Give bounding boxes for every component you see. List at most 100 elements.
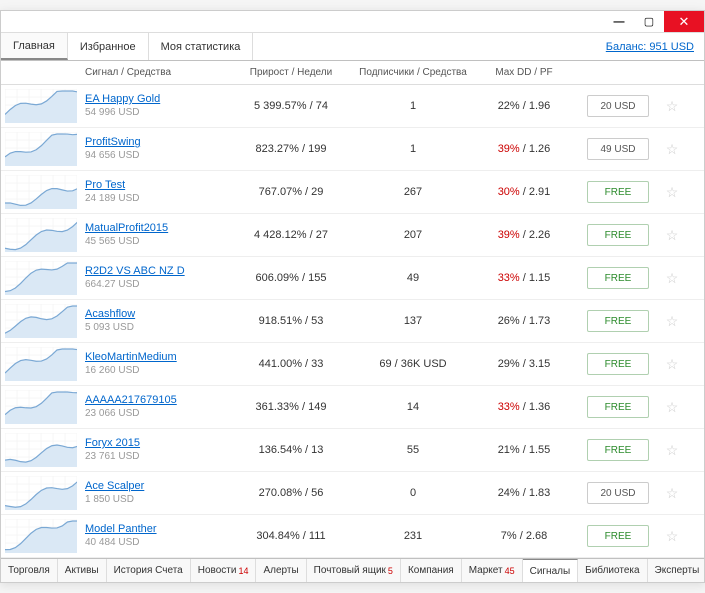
bottom-tab-0[interactable]: Торговля [1,559,58,582]
signal-link[interactable]: Pro Test [85,179,225,192]
top-tabs: ГлавнаяИзбранноеМоя статистика [1,33,253,60]
price-button[interactable]: FREE [587,181,649,203]
table-row: ProfitSwing94 656 USD823.27% / 199139% /… [1,128,704,171]
price-button[interactable]: FREE [587,396,649,418]
price-button[interactable]: FREE [587,353,649,375]
minimize-button[interactable]: — [604,11,634,32]
favorite-star-icon[interactable]: ☆ [657,356,687,373]
signal-cell: Pro Test24 189 USD [81,179,225,205]
sparkline-chart[interactable] [1,87,81,125]
signal-link[interactable]: AAAAA217679105 [85,394,225,407]
top-bar: ГлавнаяИзбранноеМоя статистика Баланс: 9… [1,33,704,61]
price-button[interactable]: FREE [587,310,649,332]
signal-link[interactable]: Foryx 2015 [85,437,225,450]
sparkline-chart[interactable] [1,517,81,555]
signal-link[interactable]: MatualProfit2015 [85,222,225,235]
top-tab-0[interactable]: Главная [1,33,68,60]
price-cell: FREE [579,353,657,375]
favorite-star-icon[interactable]: ☆ [657,184,687,201]
subscribers-value: 231 [357,530,469,542]
table-row: MatualProfit201545 565 USD4 428.12% / 27… [1,214,704,257]
signal-link[interactable]: ProfitSwing [85,136,225,149]
table-row: Ace Scalper1 850 USD270.08% / 56024% / 1… [1,472,704,515]
table-header: Сигнал / Средства Прирост / Недели Подпи… [1,61,704,85]
subscribers-value: 267 [357,186,469,198]
header-growth[interactable]: Прирост / Недели [225,67,357,78]
signal-link[interactable]: Ace Scalper [85,480,225,493]
bottom-tab-8[interactable]: Сигналы [523,559,579,582]
growth-value: 823.27% / 199 [225,143,357,155]
bottom-tab-4[interactable]: Алерты [256,559,306,582]
price-button[interactable]: 20 USD [587,482,649,504]
sparkline-chart[interactable] [1,302,81,340]
app-window: — ▢ ✕ ГлавнаяИзбранноеМоя статистика Бал… [0,10,705,583]
signal-cell: KleoMartinMedium16 260 USD [81,351,225,377]
price-button[interactable]: 49 USD [587,138,649,160]
growth-value: 5 399.57% / 74 [225,100,357,112]
table-row: Model Panther40 484 USD304.84% / 1112317… [1,515,704,558]
growth-value: 441.00% / 33 [225,358,357,370]
maxdd-value: 33% / 1.36 [469,401,579,413]
bottom-tab-5[interactable]: Почтовый ящик5 [307,559,401,582]
favorite-star-icon[interactable]: ☆ [657,227,687,244]
signal-link[interactable]: KleoMartinMedium [85,351,225,364]
header-signal[interactable]: Сигнал / Средства [81,67,225,78]
favorite-star-icon[interactable]: ☆ [657,141,687,158]
price-button[interactable]: FREE [587,267,649,289]
subscribers-value: 49 [357,272,469,284]
signal-funds: 24 189 USD [85,193,139,204]
signal-funds: 45 565 USD [85,236,139,247]
growth-value: 767.07% / 29 [225,186,357,198]
signal-link[interactable]: Model Panther [85,523,225,536]
signal-cell: Acashflow5 093 USD [81,308,225,334]
sparkline-chart[interactable] [1,431,81,469]
price-button[interactable]: 20 USD [587,95,649,117]
signal-link[interactable]: R2D2 VS ABC NZ D [85,265,225,278]
price-button[interactable]: FREE [587,525,649,547]
subscribers-value: 0 [357,487,469,499]
subscribers-value: 207 [357,229,469,241]
favorite-star-icon[interactable]: ☆ [657,98,687,115]
close-button[interactable]: ✕ [664,11,704,32]
sparkline-chart[interactable] [1,216,81,254]
price-button[interactable]: FREE [587,439,649,461]
price-cell: FREE [579,525,657,547]
sparkline-chart[interactable] [1,388,81,426]
maxdd-value: 29% / 3.15 [469,358,579,370]
signal-funds: 23 761 USD [85,451,139,462]
sparkline-chart[interactable] [1,130,81,168]
bottom-tab-6[interactable]: Компания [401,559,462,582]
maxdd-value: 30% / 2.91 [469,186,579,198]
signal-cell: MatualProfit201545 565 USD [81,222,225,248]
favorite-star-icon[interactable]: ☆ [657,485,687,502]
signal-funds: 16 260 USD [85,365,139,376]
header-dd[interactable]: Max DD / PF [469,67,579,78]
titlebar: — ▢ ✕ [1,11,704,33]
bottom-tab-1[interactable]: Активы [58,559,107,582]
maximize-button[interactable]: ▢ [634,11,664,32]
favorite-star-icon[interactable]: ☆ [657,528,687,545]
top-tab-2[interactable]: Моя статистика [149,33,254,60]
favorite-star-icon[interactable]: ☆ [657,442,687,459]
top-tab-1[interactable]: Избранное [68,33,149,60]
bottom-tab-10[interactable]: Эксперты [648,559,704,582]
sparkline-chart[interactable] [1,345,81,383]
sparkline-chart[interactable] [1,474,81,512]
subscribers-value: 14 [357,401,469,413]
bottom-tab-7[interactable]: Маркет45 [462,559,523,582]
price-button[interactable]: FREE [587,224,649,246]
bottom-tab-3[interactable]: Новости14 [191,559,257,582]
favorite-star-icon[interactable]: ☆ [657,270,687,287]
signal-link[interactable]: EA Happy Gold [85,93,225,106]
balance-link[interactable]: Баланс: 951 USD [606,41,694,53]
favorite-star-icon[interactable]: ☆ [657,313,687,330]
signal-link[interactable]: Acashflow [85,308,225,321]
bottom-tab-9[interactable]: Библиотека [578,559,647,582]
signal-cell: ProfitSwing94 656 USD [81,136,225,162]
favorite-star-icon[interactable]: ☆ [657,399,687,416]
maxdd-value: 21% / 1.55 [469,444,579,456]
sparkline-chart[interactable] [1,259,81,297]
header-subs[interactable]: Подписчики / Средства [357,67,469,78]
bottom-tab-2[interactable]: История Счета [107,559,191,582]
sparkline-chart[interactable] [1,173,81,211]
